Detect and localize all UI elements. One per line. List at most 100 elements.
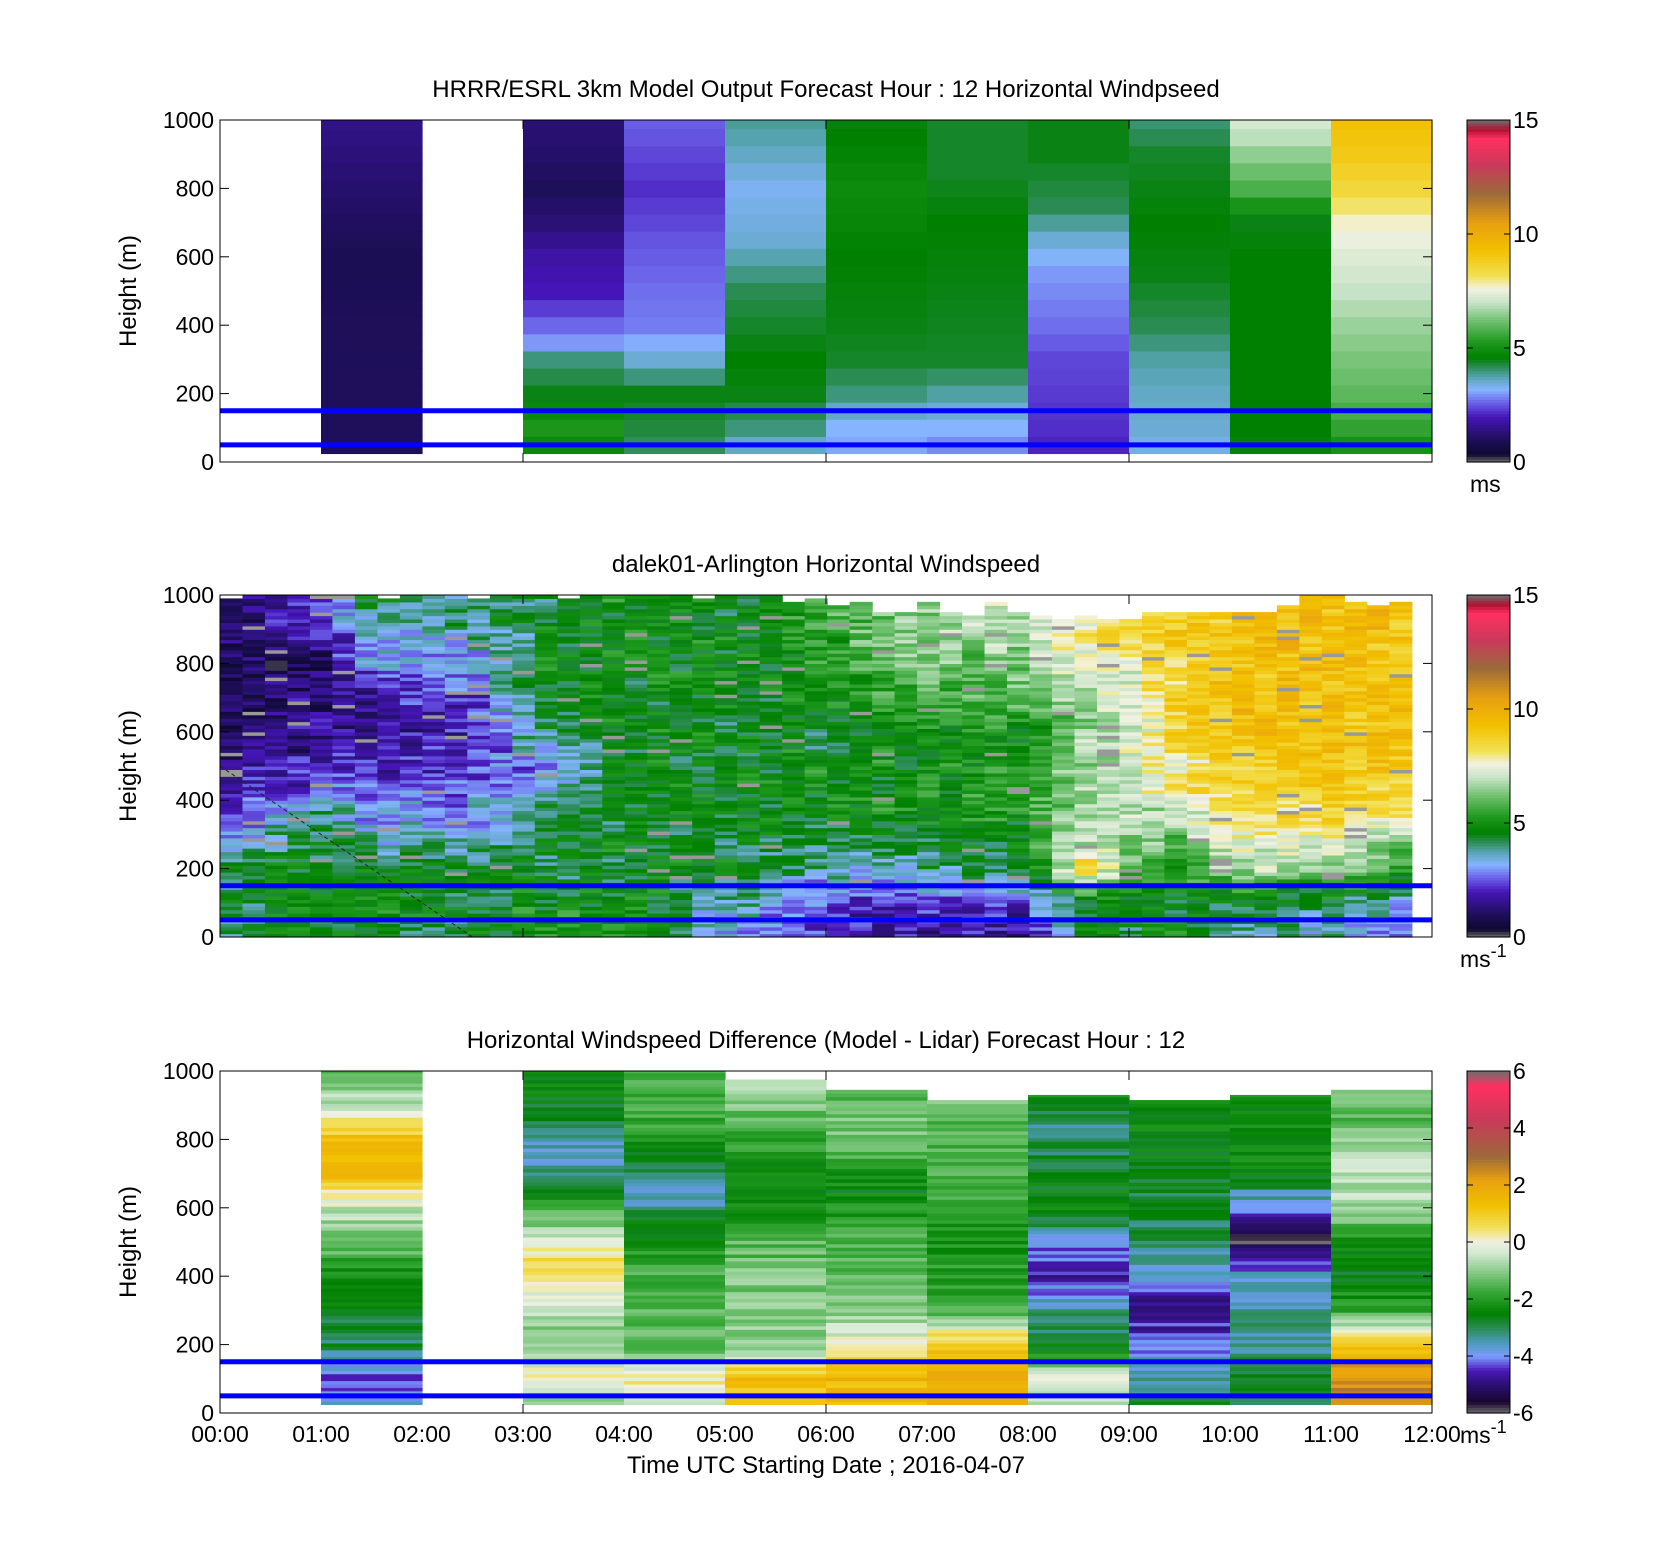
heatmap-cell [602, 605, 626, 610]
heatmap-cell [1186, 687, 1211, 692]
heatmap-cell [1209, 629, 1233, 634]
heatmap-cell [1209, 933, 1233, 938]
heatmap-cell [399, 800, 423, 805]
heatmap-cell [309, 913, 334, 918]
heatmap-cell [692, 817, 716, 822]
heatmap-cell [332, 612, 356, 617]
heatmap-cell [309, 772, 334, 777]
heatmap-cell [444, 793, 468, 798]
heatmap-cell [1029, 779, 1053, 784]
heatmap-cell [579, 868, 603, 873]
heatmap-cell [1029, 673, 1053, 678]
heatmap-cell [422, 622, 446, 627]
heatmap-cell [309, 683, 334, 688]
heatmap-cell [557, 646, 581, 651]
heatmap-cell [849, 612, 873, 617]
heatmap-cell [714, 807, 738, 812]
heatmap-cell [332, 595, 356, 600]
heatmap-cell [849, 721, 873, 726]
heatmap-cell [1141, 854, 1166, 859]
heatmap-cell [1007, 636, 1031, 641]
heatmap-cell [984, 786, 1008, 791]
heatmap-cell [579, 820, 603, 825]
heatmap-cell [1096, 752, 1121, 757]
heatmap-cell [1141, 813, 1166, 818]
heatmap-cell [354, 861, 379, 866]
heatmap-cell [1074, 913, 1098, 918]
heatmap-cell [1231, 796, 1255, 801]
heatmap-cell [1254, 755, 1278, 760]
heatmap-cell [759, 878, 783, 883]
heatmap-cell [309, 803, 334, 808]
heatmap-cell [377, 841, 401, 846]
heatmap-cell [917, 800, 941, 805]
heatmap-cell [804, 872, 828, 877]
heatmap-cell [1141, 622, 1166, 627]
heatmap-cell [264, 854, 289, 859]
heatmap-cell [759, 827, 783, 832]
heatmap-cell [579, 680, 603, 685]
heatmap-cell [759, 930, 783, 935]
colorbar-segment [1467, 430, 1510, 435]
heatmap-cell [1141, 735, 1166, 740]
heatmap-cell [1096, 663, 1121, 668]
heatmap-cell [354, 704, 379, 709]
heatmap-cell [1119, 779, 1143, 784]
heatmap-cell [399, 899, 423, 904]
heatmap-cell [624, 653, 648, 658]
heatmap-cell [894, 735, 918, 740]
heatmap-cell [534, 779, 558, 784]
heatmap-cell [332, 762, 356, 767]
heatmap-cell [264, 848, 289, 853]
heatmap-cell [872, 892, 896, 897]
heatmap-cell [287, 858, 311, 863]
heatmap-cell [1119, 854, 1143, 859]
heatmap-cell [624, 793, 648, 798]
heatmap-cell [422, 889, 446, 894]
heatmap-cell [264, 748, 289, 753]
heatmap-cell [939, 899, 963, 904]
heatmap-cell [737, 697, 761, 702]
heatmap-cell [1028, 299, 1130, 318]
heatmap-cell [917, 605, 941, 610]
heatmap-cell [894, 902, 918, 907]
heatmap-cell [962, 793, 986, 798]
heatmap-cell [399, 642, 423, 647]
heatmap-cell [1096, 851, 1121, 856]
heatmap-cell [1209, 745, 1233, 750]
heatmap-cell [467, 605, 491, 610]
heatmap-cell [377, 762, 401, 767]
heatmap-cell [377, 701, 401, 706]
heatmap-cell [962, 639, 986, 644]
heatmap-cell [849, 738, 873, 743]
heatmap-cell [917, 889, 941, 894]
heatmap-cell [1007, 659, 1031, 664]
heatmap-cell [309, 834, 334, 839]
heatmap-cell [467, 902, 491, 907]
heatmap-cell [512, 636, 536, 641]
heatmap-cell [1029, 639, 1053, 644]
heatmap-cell [309, 612, 334, 617]
heatmap-cell [714, 766, 738, 771]
heatmap-cell [602, 830, 626, 835]
heatmap-cell [872, 701, 896, 706]
heatmap-cell [962, 724, 986, 729]
heatmap-cell [962, 738, 986, 743]
heatmap-cell [647, 663, 671, 668]
heatmap-cell [624, 745, 648, 750]
heatmap-cell [1231, 721, 1255, 726]
heatmap-cell [332, 861, 356, 866]
heatmap-cell [220, 612, 244, 617]
heatmap-cell [399, 632, 423, 637]
heatmap-cell [1186, 783, 1211, 788]
heatmap-cell [422, 605, 446, 610]
heatmap-cell [399, 868, 423, 873]
heatmap-cell [984, 649, 1008, 654]
heatmap-cell [1029, 875, 1053, 880]
heatmap-cell [669, 865, 693, 870]
heatmap-cell [377, 800, 401, 805]
heatmap-cell [354, 930, 379, 935]
heatmap-cell [242, 694, 266, 699]
heatmap-cell [399, 807, 423, 812]
colorbar-segment [1467, 268, 1510, 272]
